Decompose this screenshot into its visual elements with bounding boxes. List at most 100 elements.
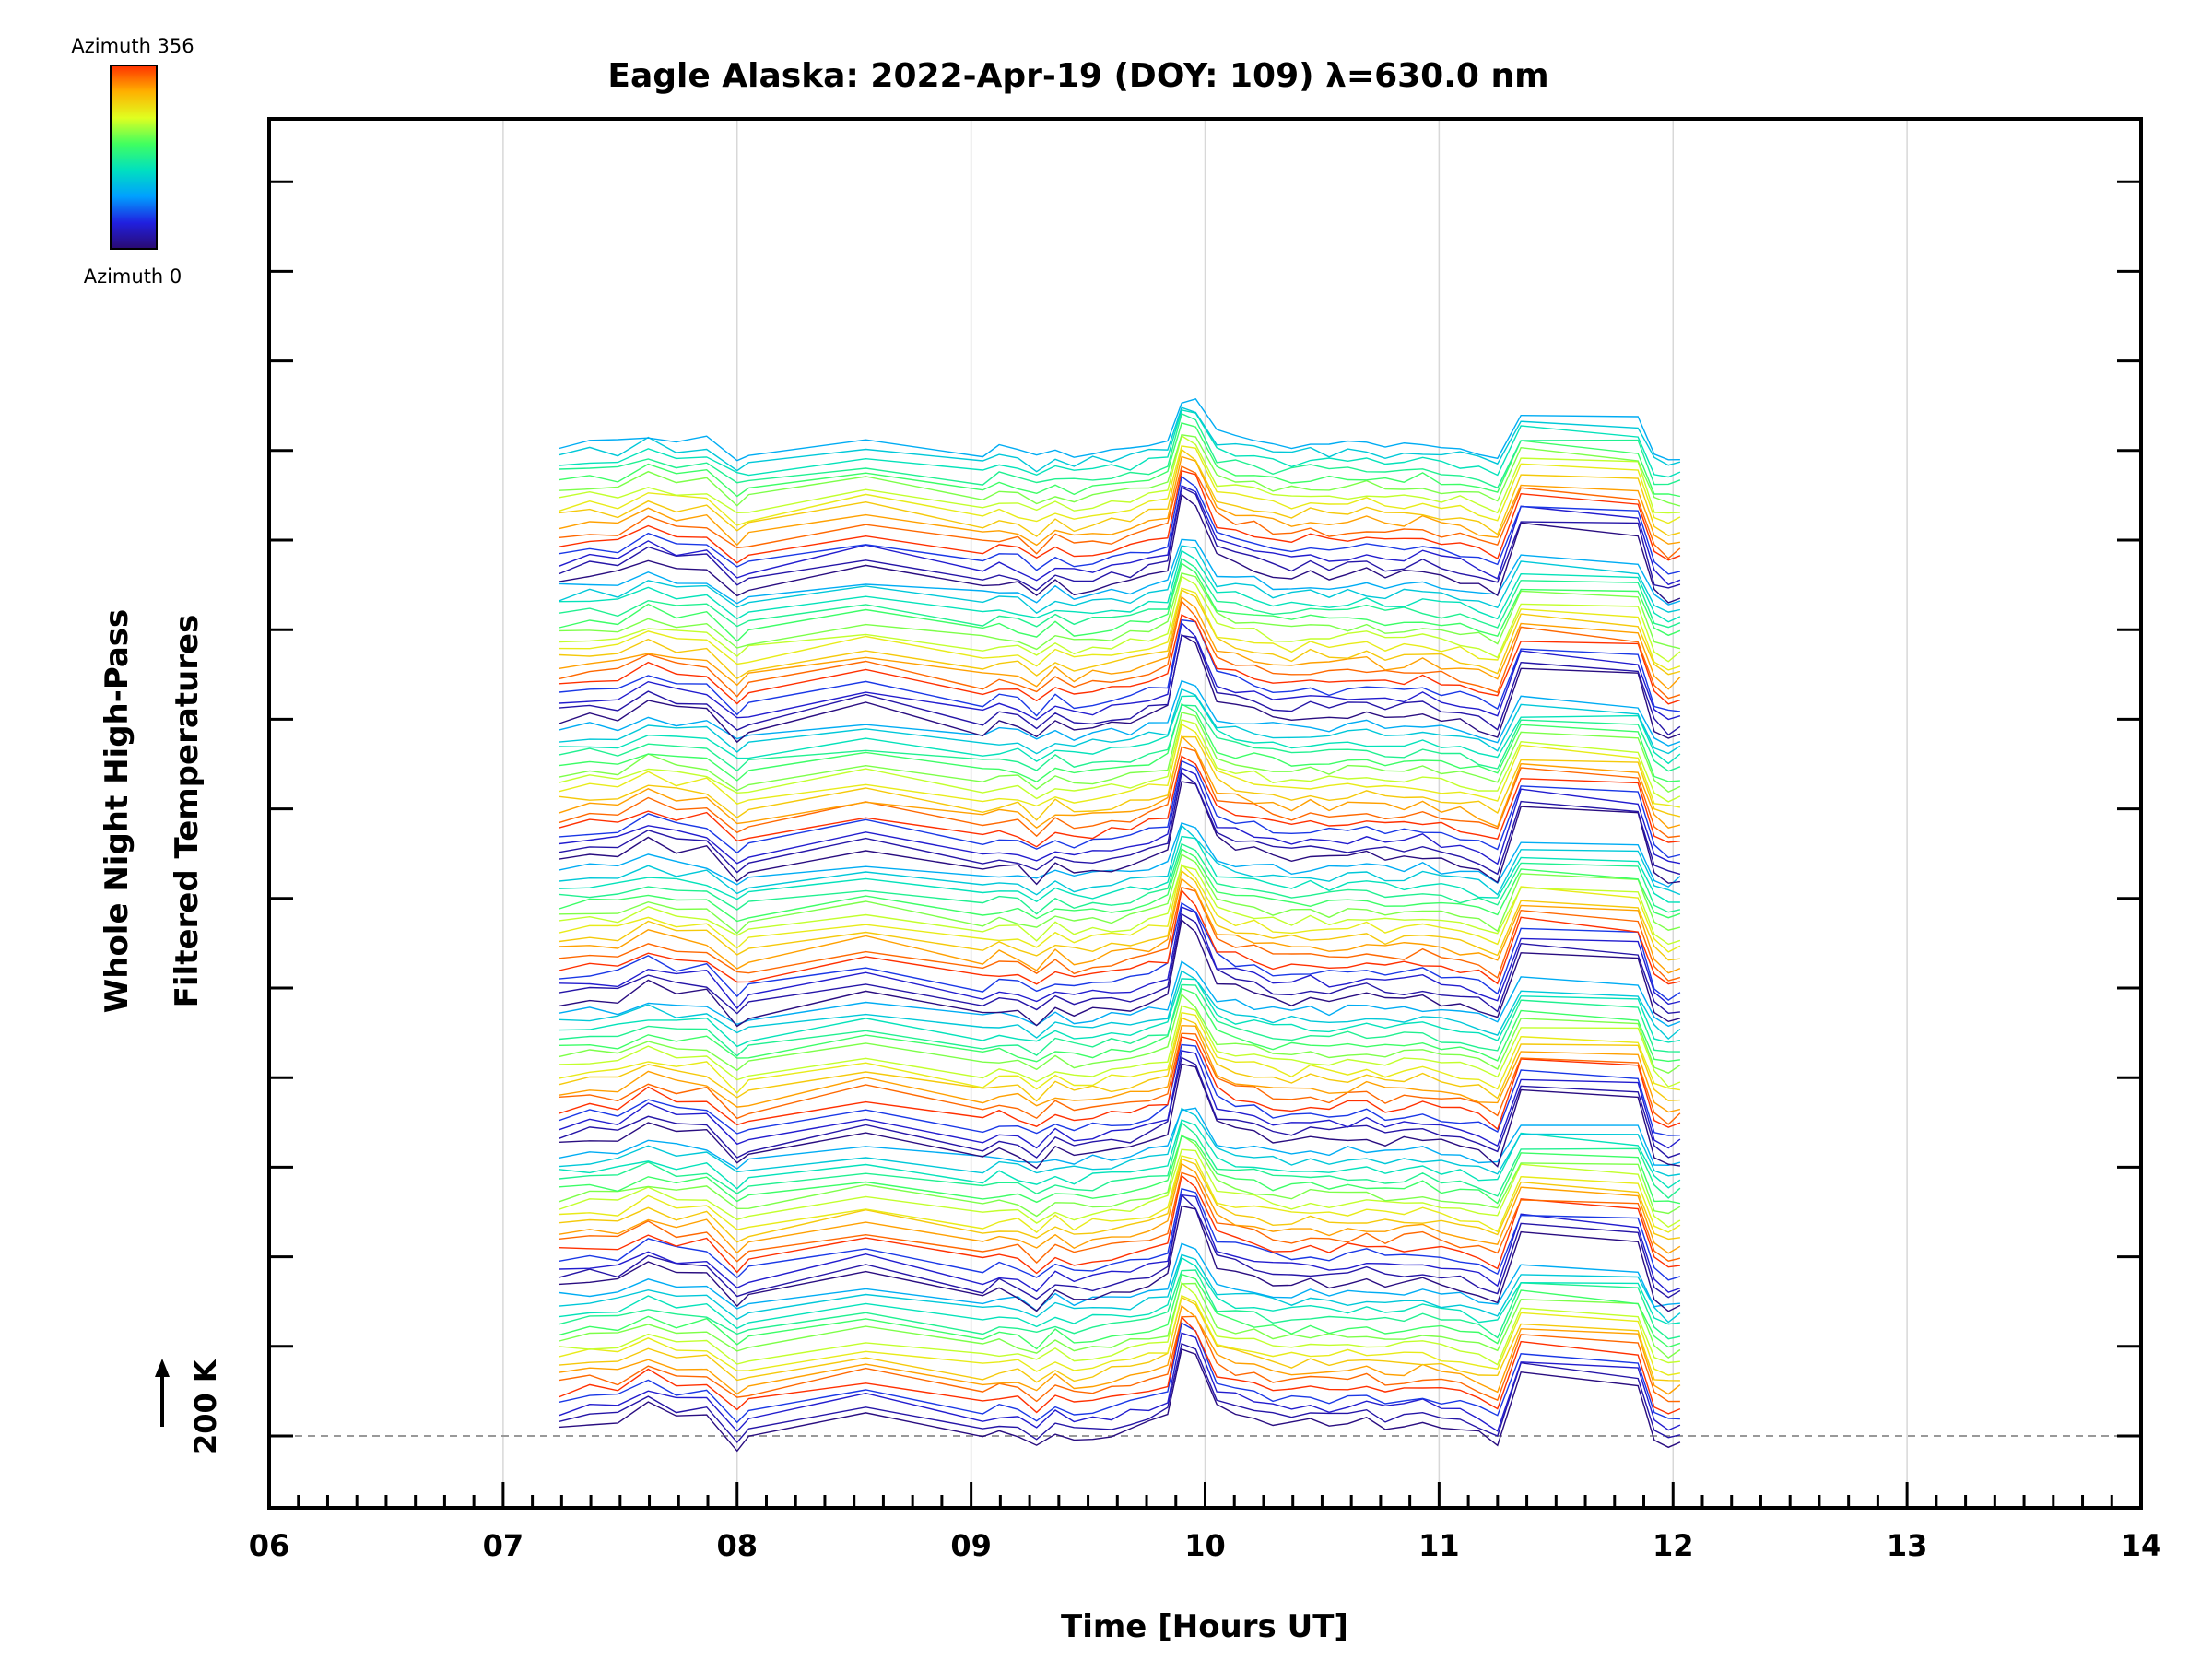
series-line xyxy=(559,618,1680,717)
series-line xyxy=(559,1107,1680,1177)
series-line xyxy=(559,1256,1680,1330)
colorbar-bottom-label: Azimuth 0 xyxy=(84,265,182,288)
x-tick-label: 10 xyxy=(1184,1528,1226,1563)
series-line xyxy=(559,434,1680,514)
series-line xyxy=(559,1043,1680,1136)
series-line xyxy=(559,1011,1681,1094)
series-line xyxy=(559,877,1681,974)
series-line xyxy=(559,486,1681,592)
series-line xyxy=(559,1107,1681,1170)
series-line xyxy=(559,863,1681,953)
series-line xyxy=(559,1036,1681,1131)
series-line xyxy=(559,1342,1681,1443)
y-axis-label-line2: Filtered Temperatures xyxy=(169,615,206,1008)
series-line xyxy=(559,1304,1681,1395)
series-line xyxy=(559,1194,1681,1300)
series-line xyxy=(559,589,1681,680)
series-line xyxy=(559,614,1681,705)
series-line xyxy=(559,538,1681,606)
x-tick-label: 12 xyxy=(1653,1528,1694,1563)
series-line xyxy=(559,1050,1681,1149)
series-line xyxy=(559,1253,1681,1324)
series-line xyxy=(559,1273,1681,1350)
series-line xyxy=(559,549,1681,623)
series-line xyxy=(559,918,1681,1028)
series-line xyxy=(559,960,1681,1028)
series-line xyxy=(559,445,1681,526)
series-line xyxy=(559,1282,1681,1359)
scale-label: 200 K xyxy=(188,1359,223,1454)
series-line xyxy=(559,465,1681,559)
series-line xyxy=(559,869,1680,961)
series-line xyxy=(559,595,1681,690)
series-line xyxy=(559,1017,1680,1102)
series-line xyxy=(559,633,1681,744)
series-line xyxy=(559,1332,1681,1432)
series-line xyxy=(559,735,1681,821)
scale-marker: 200 K xyxy=(155,1359,223,1454)
series-line xyxy=(559,412,1681,489)
series-line xyxy=(559,983,1680,1057)
series-layer xyxy=(559,397,1681,1453)
series-line xyxy=(559,397,1680,462)
colorbar-gradient xyxy=(110,65,158,250)
series-line xyxy=(559,1296,1680,1383)
series-line xyxy=(559,1024,1681,1113)
series-line xyxy=(559,1174,1680,1275)
x-tick-label: 08 xyxy=(716,1528,758,1563)
series-line xyxy=(559,865,1681,946)
series-line xyxy=(559,434,1681,507)
series-line xyxy=(559,1158,1680,1243)
series-line xyxy=(559,723,1681,808)
series-line xyxy=(559,575,1681,663)
series-line xyxy=(559,621,1681,721)
series-line xyxy=(559,1005,1681,1088)
series-line xyxy=(559,1063,1681,1170)
colorbar-top-label: Azimuth 356 xyxy=(71,35,194,57)
series-line xyxy=(559,771,1681,876)
colorbar: Azimuth 356 Azimuth 0 xyxy=(71,35,194,288)
x-tick-label: 06 xyxy=(249,1528,290,1563)
series-line xyxy=(559,853,1681,935)
series-line xyxy=(559,679,1681,747)
series-line xyxy=(559,1194,1681,1293)
series-line xyxy=(559,735,1681,829)
series-line xyxy=(559,1171,1681,1264)
series-line xyxy=(559,755,1680,848)
series-line xyxy=(559,1056,1681,1159)
series-line xyxy=(559,1119,1681,1190)
x-tick-label: 11 xyxy=(1418,1528,1460,1563)
series-line xyxy=(559,1347,1681,1453)
series-line xyxy=(559,912,1680,1015)
series-line xyxy=(559,599,1681,700)
series-line xyxy=(559,475,1681,575)
series-line xyxy=(559,704,1681,772)
series-line xyxy=(559,1294,1681,1376)
x-tick-label: 13 xyxy=(1887,1528,1928,1563)
series-line xyxy=(559,1155,1681,1234)
x-tick-labels: 06 07 08 09 10 11 12 13 14 xyxy=(249,1528,2162,1563)
series-line xyxy=(559,1315,1681,1415)
series-line xyxy=(559,987,1680,1063)
series-line xyxy=(559,1121,1681,1199)
series-line xyxy=(559,1135,1681,1205)
series-line xyxy=(559,1187,1681,1281)
series-line xyxy=(559,455,1681,547)
x-axis-label: Time [Hours UT] xyxy=(1061,1608,1348,1645)
y-axis-label-line1: Whole Night High-Pass xyxy=(99,609,135,1014)
series-line xyxy=(559,767,1681,865)
series-line xyxy=(559,1032,1681,1125)
x-tick-label: 09 xyxy=(950,1528,992,1563)
series-line xyxy=(559,888,1681,985)
series-line xyxy=(559,562,1681,642)
series-line xyxy=(559,1281,1680,1366)
series-line xyxy=(559,469,1681,564)
series-line xyxy=(559,1242,1680,1312)
x-tick-label: 14 xyxy=(2121,1528,2162,1563)
series-line xyxy=(559,1134,1681,1218)
series-line xyxy=(559,781,1680,886)
series-line xyxy=(559,688,1681,755)
series-line xyxy=(559,719,1681,803)
series-line xyxy=(559,485,1681,586)
